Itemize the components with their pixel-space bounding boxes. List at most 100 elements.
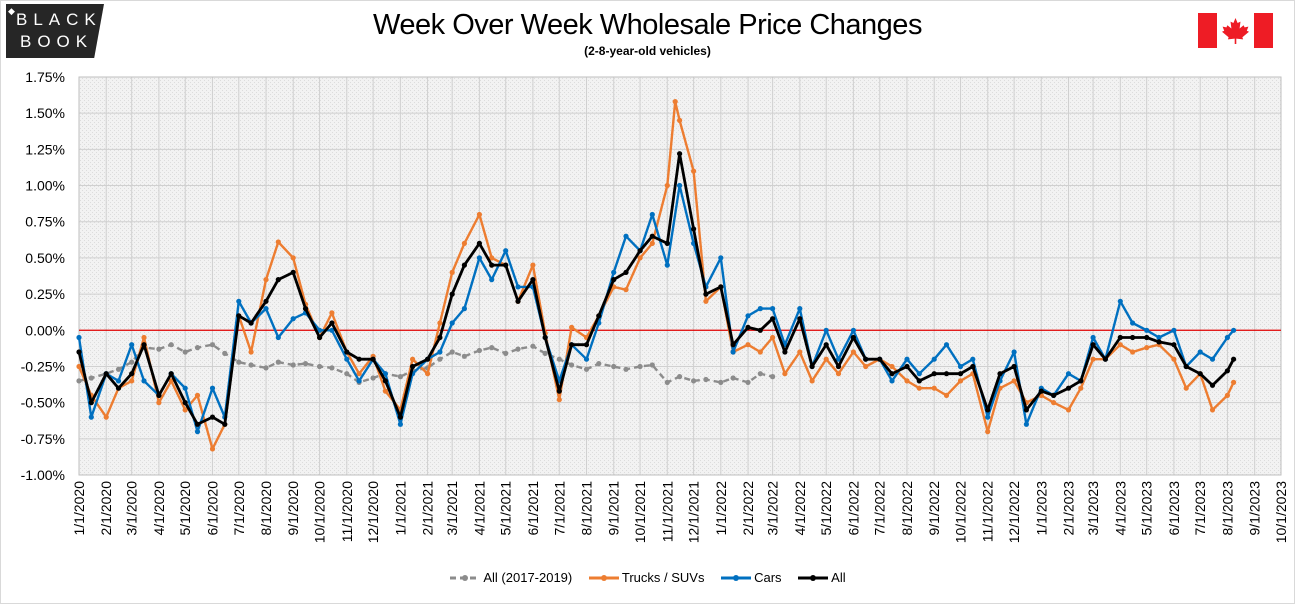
legend-item-all-2017-2019: All (2017-2019) <box>449 570 572 585</box>
data-point-all-2017-2019 <box>248 362 254 368</box>
data-point-trucks-suvs <box>556 397 562 403</box>
data-point-all <box>1011 363 1017 370</box>
y-tick-label: 0.00% <box>25 322 65 338</box>
x-tick-label: 7/1/2021 <box>551 481 567 536</box>
logo-line-1: BLACK <box>16 10 102 29</box>
black-book-logo: ◆ BLACK BOOK <box>6 4 104 58</box>
data-point-all <box>916 378 922 384</box>
data-point-all <box>1171 342 1177 348</box>
data-point-trucks-suvs <box>703 298 709 304</box>
data-point-all <box>263 298 269 304</box>
data-point-trucks-suvs <box>637 255 643 261</box>
x-tick-label: 7/1/2022 <box>872 481 888 536</box>
data-point-all <box>623 269 629 275</box>
x-tick-label: 4/1/2021 <box>471 481 487 536</box>
data-point-cars <box>916 371 922 377</box>
data-point-trucks-suvs <box>569 324 575 330</box>
x-tick-label: 8/1/2020 <box>258 481 274 536</box>
data-point-cars <box>1011 349 1017 355</box>
data-point-all <box>344 349 350 355</box>
data-point-cars <box>970 356 976 362</box>
data-point-all <box>530 277 536 283</box>
data-point-cars <box>985 414 991 420</box>
data-point-cars <box>476 255 482 261</box>
data-point-all <box>943 371 950 377</box>
data-point-all-2017-2019 <box>542 350 548 356</box>
data-point-all <box>449 291 455 297</box>
data-point-all <box>275 277 281 283</box>
legend-label-trucks-suvs: Trucks / SUVs <box>621 570 705 585</box>
data-point-all-2017-2019 <box>664 379 670 385</box>
x-tick-label: 4/1/2023 <box>1112 481 1128 536</box>
y-tick-label: -0.50% <box>21 395 65 411</box>
x-tick-label: 1/1/2021 <box>392 481 408 536</box>
data-point-all <box>76 349 82 355</box>
data-point-all <box>782 349 788 355</box>
logo-mark-icon: ◆ <box>8 6 15 16</box>
data-point-all <box>904 363 910 370</box>
data-point-trucks-suvs <box>770 334 776 341</box>
data-point-cars <box>611 269 617 275</box>
y-tick-label: -1.00% <box>21 467 65 483</box>
legend-item-cars: Cars <box>720 570 782 585</box>
data-point-all <box>425 356 431 362</box>
chart-title: Week Over Week Wholesale Price Changes <box>373 9 922 41</box>
data-point-all <box>1117 334 1123 341</box>
data-point-trucks-suvs <box>757 349 763 355</box>
data-point-trucks-suvs <box>916 385 922 391</box>
data-point-cars <box>1231 327 1237 333</box>
data-point-trucks-suvs <box>489 255 495 261</box>
data-point-cars <box>461 306 467 312</box>
chart-legend: All (2017-2019) Trucks / SUVs Cars All <box>0 570 1295 586</box>
data-point-all <box>850 334 857 341</box>
plot-area <box>79 77 1281 475</box>
data-point-cars <box>797 306 803 312</box>
data-point-all <box>103 371 109 377</box>
data-point-all-2017-2019 <box>718 379 724 385</box>
data-point-all-2017-2019 <box>703 376 709 383</box>
data-point-cars <box>730 349 736 355</box>
data-point-trucks-suvs <box>1224 392 1230 398</box>
data-point-all-2017-2019 <box>397 374 403 380</box>
x-tick-label: 11/1/2022 <box>980 481 996 542</box>
y-tick-label: 0.75% <box>25 214 65 230</box>
x-tick-label: 9/1/2023 <box>1247 481 1263 536</box>
data-point-all <box>596 313 602 319</box>
y-tick-label: 1.25% <box>25 141 65 157</box>
data-point-trucks-suvs <box>943 392 950 398</box>
x-tick-label: 10/1/2020 <box>312 481 328 543</box>
gridlines <box>78 76 1282 476</box>
data-point-cars <box>1023 421 1029 427</box>
data-point-all <box>397 414 403 420</box>
data-point-trucks-suvs <box>691 168 697 174</box>
data-point-all <box>649 233 655 239</box>
data-point-trucks-suvs <box>1065 407 1072 413</box>
data-point-all <box>556 388 562 394</box>
y-tick-label: -0.75% <box>21 431 65 447</box>
data-point-cars <box>583 356 590 362</box>
data-point-cars <box>263 306 269 312</box>
data-point-cars <box>649 211 655 218</box>
data-point-all <box>489 262 495 268</box>
x-tick-label: 6/1/2023 <box>1166 481 1182 536</box>
data-point-cars <box>141 378 147 384</box>
data-point-cars <box>397 421 403 427</box>
data-point-all <box>236 313 242 319</box>
data-point-cars <box>115 378 122 384</box>
data-point-trucks-suvs <box>425 371 431 377</box>
legend-swatch-blue <box>721 574 752 581</box>
data-point-cars <box>182 385 188 391</box>
data-point-trucks-suvs <box>382 388 388 394</box>
data-point-trucks-suvs <box>957 378 964 384</box>
y-tick-label: 1.50% <box>25 105 65 121</box>
data-point-trucks-suvs <box>290 255 296 261</box>
data-point-all <box>1156 339 1162 345</box>
data-point-all <box>730 342 736 348</box>
data-point-all <box>302 306 309 312</box>
data-point-trucks-suvs <box>182 407 188 413</box>
x-tick-label: 2/1/2022 <box>740 481 756 536</box>
data-point-cars <box>209 385 216 391</box>
x-tick-label: 4/1/2022 <box>792 481 808 536</box>
data-point-all <box>141 342 147 348</box>
legend-label-all-2017-2019: All (2017-2019) <box>483 570 573 585</box>
